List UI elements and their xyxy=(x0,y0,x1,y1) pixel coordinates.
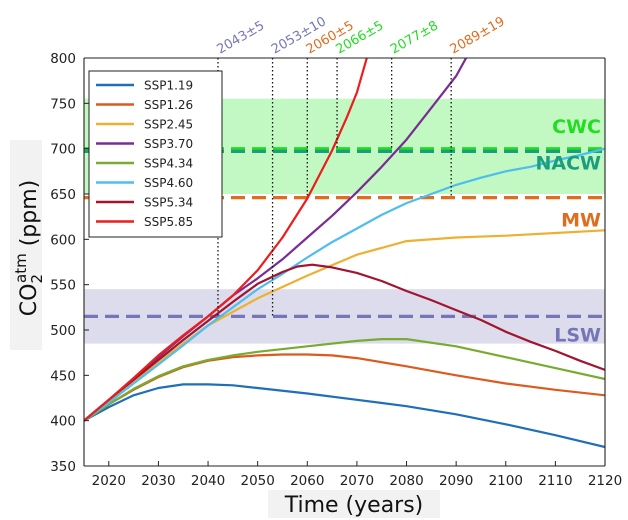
legend-entry: SSP1.26 xyxy=(144,98,193,112)
x-tick-label: 2090 xyxy=(439,473,473,489)
legend: SSP1.19 SSP1.26 SSP2.45 SSP3.70 SSP4.34 SSP4.… xyxy=(88,70,223,238)
legend-entry: SSP4.34 xyxy=(144,157,193,171)
x-tick-label: 2100 xyxy=(489,473,523,489)
y-tick-label: 650 xyxy=(50,187,76,203)
x-tick-label: 2080 xyxy=(389,473,423,489)
x-tick-label: 2060 xyxy=(290,473,324,489)
y-axis-title-main: CO xyxy=(17,284,42,317)
y-tick-label: 800 xyxy=(50,51,76,67)
legend-entry: SSP3.70 xyxy=(144,137,193,151)
band-label-mw: MW xyxy=(561,209,601,231)
legend-box xyxy=(88,70,223,238)
series-line-ssp5-85 xyxy=(84,58,368,422)
series-layer xyxy=(84,58,605,449)
x-tick-label: 2110 xyxy=(538,473,572,489)
y-tick-label: 750 xyxy=(50,96,76,112)
axes-layer: 2020 2030 2040 2050 2060 2070 2080 2090 2100 2110… xyxy=(50,51,622,489)
x-axis-title-backdrop xyxy=(268,490,440,518)
x-tick-label: 2030 xyxy=(141,473,175,489)
y-axis-title-sup: atm xyxy=(12,253,30,283)
x-tick-label: 2020 xyxy=(92,473,126,489)
x-tick-label: 2050 xyxy=(240,473,274,489)
series-line-ssp3-70 xyxy=(84,58,468,422)
y-tick-label: 550 xyxy=(50,278,76,294)
crossing-label-1: 2043±5 xyxy=(214,18,267,57)
series-line-ssp5-34 xyxy=(84,263,605,422)
y-tick-label: 500 xyxy=(50,323,76,339)
series-line-ssp1-19 xyxy=(84,383,605,449)
band-label-cwc: CWC xyxy=(552,116,601,138)
crossing-label-5: 2077±8 xyxy=(388,18,441,57)
y-axis-title-unit: (ppm) xyxy=(17,180,42,254)
x-tick-label: 2070 xyxy=(340,473,374,489)
y-tick-label: 400 xyxy=(50,414,76,430)
legend-entry: SSP5.34 xyxy=(144,196,193,210)
legend-entry: SSP5.85 xyxy=(144,215,193,229)
series-line-ssp4-34 xyxy=(84,338,605,422)
band-label-lsw: LSW xyxy=(554,325,601,347)
y-axis-title: CO2atm (ppm) xyxy=(12,180,46,316)
y-tick-label: 350 xyxy=(50,459,76,475)
y-tick-label: 450 xyxy=(50,368,76,384)
x-axis-title: Time (years) xyxy=(284,493,424,518)
x-tick-label: 2040 xyxy=(191,473,225,489)
legend-entry: SSP2.45 xyxy=(144,118,193,132)
label-layer: CWC NACW MW LSW xyxy=(535,116,601,347)
y-tick-label: 600 xyxy=(50,232,76,248)
y-axis-title-sub: 2 xyxy=(28,274,46,284)
band-label-nacw: NACW xyxy=(535,152,601,174)
x-tick-label: 2120 xyxy=(588,473,622,489)
crossing-label-6: 2089±19 xyxy=(448,14,508,57)
legend-entry: SSP1.19 xyxy=(144,79,193,93)
series-line-ssp4-60 xyxy=(84,147,605,422)
y-axis-title-backdrop xyxy=(10,140,42,350)
y-tick-label: 700 xyxy=(50,142,76,158)
legend-entry: SSP4.60 xyxy=(144,176,193,190)
